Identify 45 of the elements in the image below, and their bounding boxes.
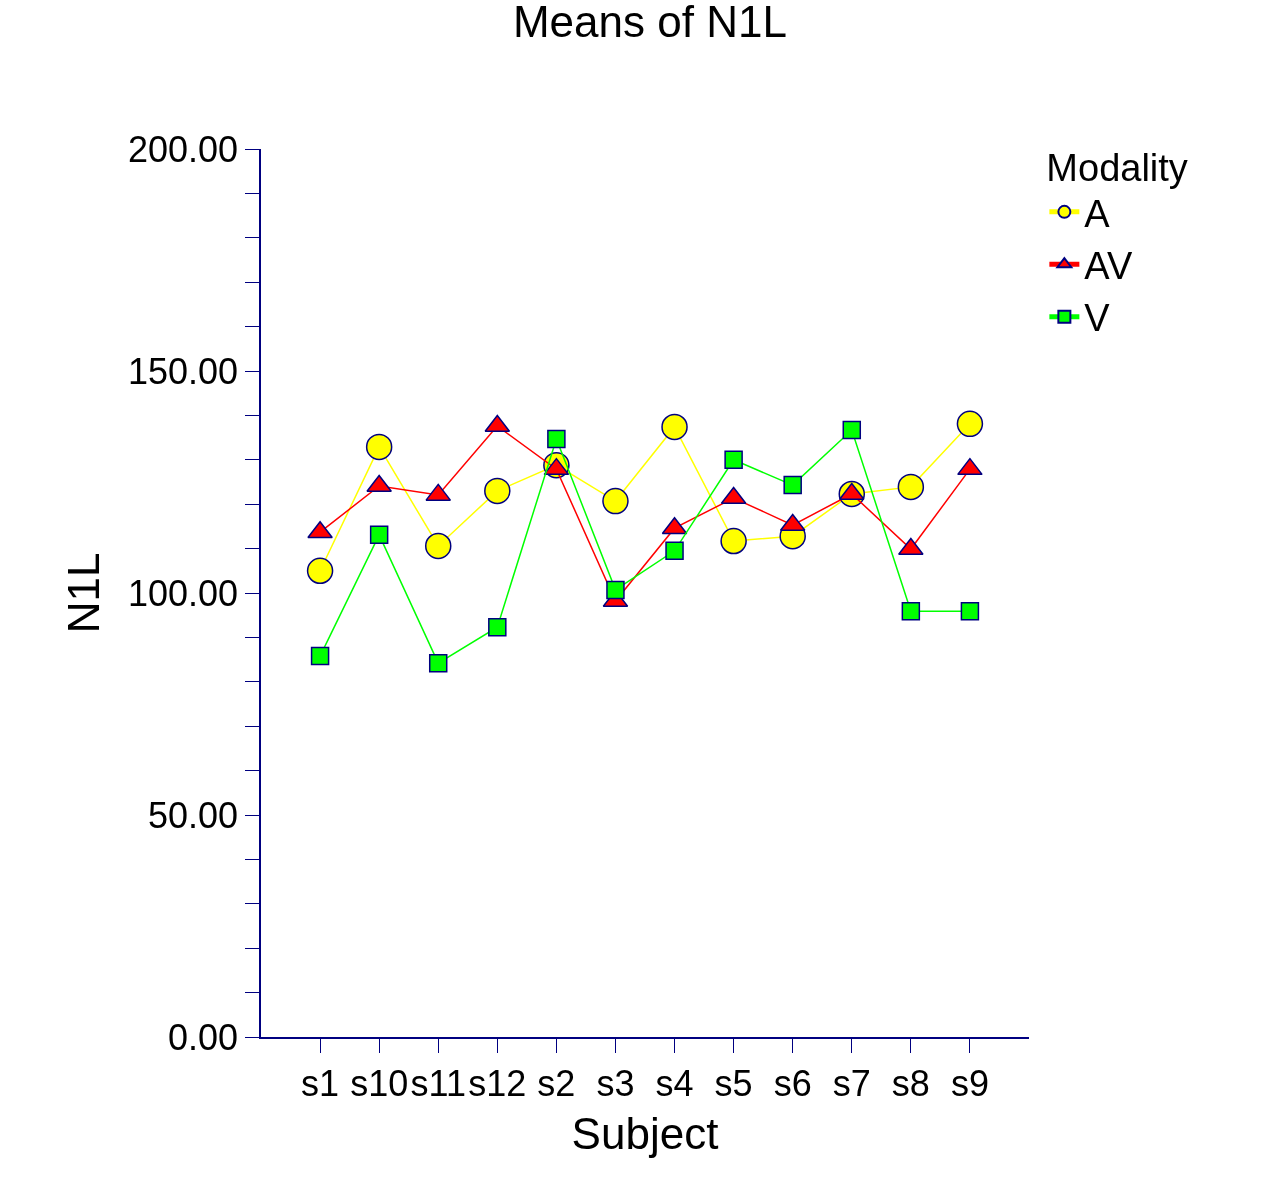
legend-label: V [1084, 297, 1111, 340]
y-tick-label: 100.00 [127, 572, 239, 614]
point [306, 557, 334, 585]
legend-label: A [1084, 192, 1111, 235]
point [428, 653, 448, 673]
y-tick-label: 200.00 [127, 128, 239, 170]
point [602, 487, 629, 515]
y-tick-label: 150.00 [127, 350, 239, 392]
legend-title: Modality [1046, 146, 1188, 189]
x-tick-label: s3 [596, 1062, 635, 1104]
y-tick-label: 50.00 [147, 794, 239, 836]
point [724, 450, 743, 470]
x-tick-label: s5 [714, 1062, 753, 1104]
point [783, 475, 802, 495]
point [661, 413, 688, 441]
point [424, 532, 452, 560]
x-tick-label: s6 [773, 1062, 812, 1104]
x-tick-label: s8 [891, 1062, 930, 1104]
point [606, 580, 625, 600]
point [369, 525, 389, 545]
point [488, 617, 507, 637]
point [365, 433, 393, 461]
point [720, 527, 747, 555]
point [897, 473, 925, 501]
point [901, 601, 921, 621]
x-tick-label: s9 [950, 1062, 989, 1104]
point [665, 541, 684, 561]
x-tick-label: s12 [468, 1062, 527, 1104]
x-tick-label: s10 [350, 1062, 409, 1104]
x-tick-label: s11 [410, 1062, 466, 1104]
y-tick-label: 0.00 [167, 1016, 239, 1058]
legend-label: AV [1084, 245, 1133, 288]
point [484, 477, 511, 505]
point [960, 601, 980, 621]
point [547, 429, 566, 449]
x-tick-label: s1 [301, 1062, 340, 1104]
y-axis-title: N1L [58, 552, 108, 634]
point [310, 646, 330, 666]
x-axis-title: Subject [571, 1108, 719, 1158]
x-tick-label: s2 [537, 1062, 576, 1104]
chart-title: Means of N1L [512, 0, 787, 46]
point [956, 410, 984, 438]
x-tick-label: s4 [655, 1062, 694, 1104]
point [842, 420, 862, 440]
x-tick-label: s7 [832, 1062, 871, 1104]
